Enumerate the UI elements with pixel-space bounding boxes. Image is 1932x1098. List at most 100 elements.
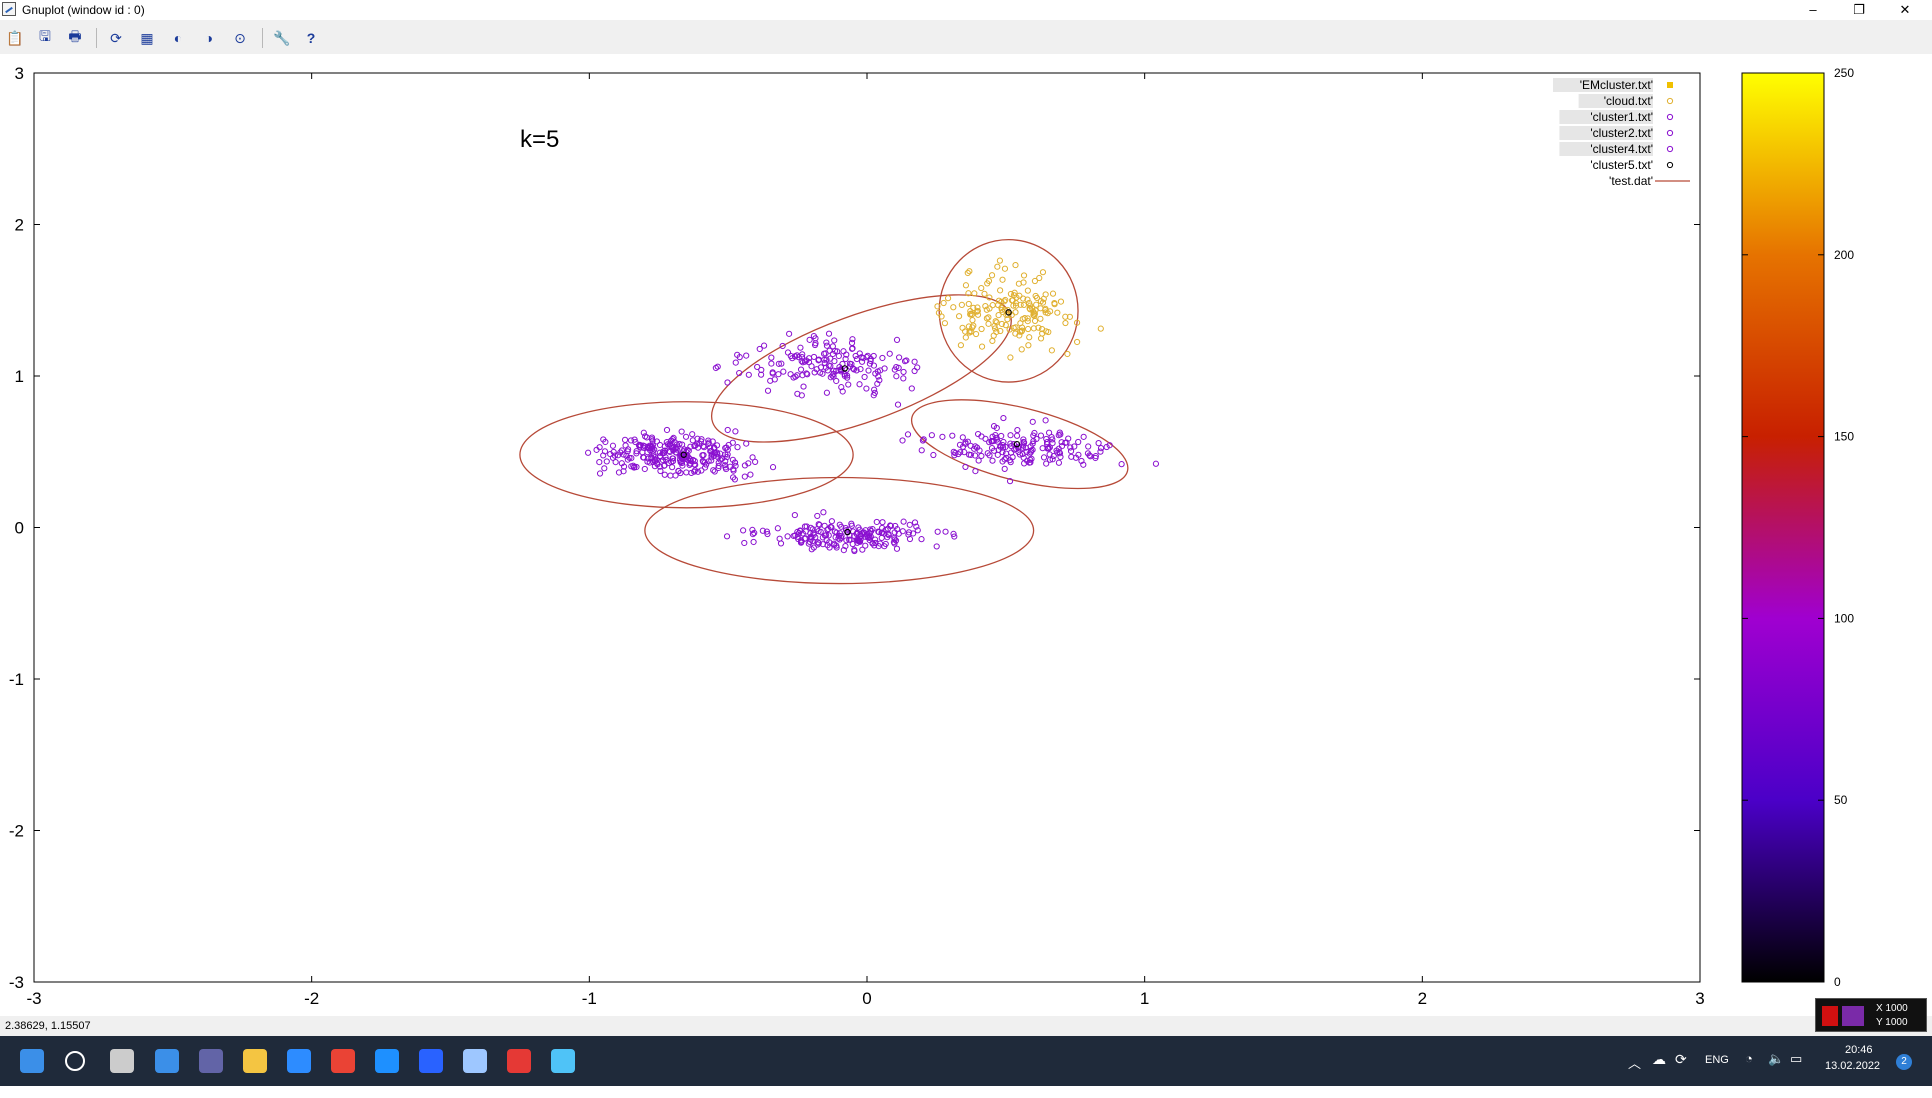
- data-point-series-3: [1056, 429, 1063, 436]
- file-explorer-icon[interactable]: [243, 1049, 267, 1073]
- search-icon[interactable]: [65, 1051, 85, 1071]
- data-point-series-4: [819, 534, 826, 541]
- battery-icon[interactable]: ▭: [1790, 1051, 1803, 1066]
- data-point-series-0: [986, 294, 993, 301]
- data-point-series-0: [989, 302, 996, 309]
- minimize-button[interactable]: –: [1809, 2, 1817, 17]
- data-point-series-1: [657, 467, 664, 475]
- data-point-series-4: [784, 533, 791, 540]
- data-point-series-2: [824, 367, 831, 374]
- overlay-widget[interactable]: X 1000 Y 1000: [1815, 998, 1927, 1032]
- data-point-series-0: [965, 323, 972, 330]
- sync-icon[interactable]: ⟳: [1675, 1051, 1687, 1067]
- data-point-series-1: [715, 454, 722, 461]
- data-point-series-3: [918, 447, 925, 454]
- data-point-series-2: [911, 358, 918, 365]
- widgets-icon[interactable]: [155, 1049, 179, 1073]
- start-icon[interactable]: [20, 1049, 44, 1073]
- data-point-series-4: [826, 544, 833, 551]
- data-point-series-4: [794, 533, 801, 540]
- data-point-series-4: [893, 545, 901, 552]
- data-point-series-2: [732, 359, 739, 366]
- data-point-series-0: [1035, 324, 1042, 331]
- gnuplot-icon[interactable]: [463, 1049, 487, 1073]
- print-button[interactable]: 🖶: [65, 28, 85, 48]
- calendar-icon[interactable]: [419, 1049, 443, 1073]
- data-point-series-1: [689, 456, 697, 464]
- help-button[interactable]: ?: [301, 28, 321, 48]
- data-point-series-3: [952, 449, 959, 457]
- data-point-series-2: [811, 341, 819, 349]
- data-point-series-0: [1030, 325, 1037, 332]
- chrome-icon[interactable]: [331, 1049, 355, 1073]
- data-point-series-3: [1065, 435, 1072, 442]
- data-point-series-2: [823, 342, 831, 349]
- volume-icon[interactable]: 🔈: [1768, 1051, 1785, 1066]
- zoom-icon[interactable]: [287, 1049, 311, 1073]
- data-point-series-4: [749, 526, 756, 533]
- zoom-next-button[interactable]: ◑: [199, 28, 219, 48]
- zoom-previous-button[interactable]: ◐: [168, 28, 188, 48]
- notepad-icon[interactable]: [551, 1049, 575, 1073]
- data-point-series-4: [797, 539, 805, 546]
- gnuplot-app-icon: [2, 2, 16, 16]
- maximize-button[interactable]: ❐: [1853, 2, 1865, 17]
- copy-clipboard-button[interactable]: 📋: [5, 28, 25, 48]
- data-point-series-1: [708, 454, 715, 461]
- data-point-series-3: [920, 436, 927, 443]
- data-point-series-1: [731, 459, 739, 466]
- language-indicator[interactable]: ENG: [1705, 1054, 1729, 1066]
- task-view-icon[interactable]: [110, 1049, 134, 1073]
- onedrive-icon[interactable]: ☁: [1652, 1051, 1666, 1067]
- tray-chevron-icon[interactable]: ︿: [1628, 1056, 1642, 1071]
- data-point-series-0: [968, 311, 976, 318]
- phone-icon[interactable]: [375, 1049, 399, 1073]
- data-point-series-1: [673, 449, 680, 456]
- export-button[interactable]: 🖫: [35, 28, 55, 48]
- data-point-series-0: [1024, 287, 1031, 294]
- data-point-series-3: [956, 441, 964, 448]
- data-point-series-0: [944, 295, 952, 302]
- clock-time[interactable]: 20:46: [1845, 1044, 1873, 1056]
- data-point-series-1: [708, 457, 715, 464]
- data-point-series-0: [1024, 325, 1032, 333]
- y-tick-label: 1: [15, 367, 24, 386]
- data-point-series-3: [967, 451, 974, 459]
- data-point-series-3: [971, 452, 979, 459]
- data-point-series-4: [873, 518, 880, 526]
- paint-icon[interactable]: [507, 1049, 531, 1073]
- data-point-series-3: [1020, 454, 1027, 461]
- wifi-icon[interactable]: ◔: [1745, 1051, 1753, 1066]
- data-point-series-2: [771, 376, 778, 383]
- teams-icon[interactable]: [199, 1049, 223, 1073]
- data-point-series-2: [743, 352, 750, 359]
- data-point-series-0: [1006, 326, 1013, 333]
- data-point-series-4: [801, 523, 809, 530]
- close-button[interactable]: ✕: [1899, 2, 1911, 17]
- data-point-series-4: [855, 524, 862, 531]
- data-point-series-0: [991, 322, 998, 330]
- data-point-series-1: [710, 467, 717, 474]
- axis-ticks: -3 -2 -1 0 1 2 3 -3 -2 -1 0 1 2 3: [9, 64, 1705, 1008]
- data-point-series-3: [989, 457, 996, 464]
- replot-button[interactable]: ⟳: [106, 28, 126, 48]
- data-point-series-0: [957, 342, 964, 349]
- data-point-series-1: [732, 428, 739, 435]
- data-point-series-3: [899, 437, 906, 444]
- data-point-series-1: [652, 454, 659, 461]
- data-point-series-3: [989, 433, 996, 440]
- autoscale-button[interactable]: ⊙: [230, 28, 250, 48]
- data-point-series-1: [729, 474, 737, 481]
- data-point-series-1: [698, 436, 705, 443]
- data-point-series-1: [698, 467, 705, 474]
- clock-date[interactable]: 13.02.2022: [1825, 1060, 1881, 1072]
- data-point-series-3: [990, 447, 998, 454]
- notification-badge[interactable]: 2: [1896, 1054, 1912, 1070]
- options-button[interactable]: 🔧: [272, 28, 292, 48]
- grid-button[interactable]: ▦: [137, 28, 157, 48]
- plot-canvas[interactable]: -3 -2 -1 0 1 2 3 -3 -2 -1 0 1 2 3 k=5 'EMcluster.txt'…: [0, 56, 1932, 1016]
- data-point-series-1: [701, 464, 709, 471]
- data-point-series-2: [825, 330, 833, 337]
- data-point-series-1: [722, 458, 729, 465]
- data-point-series-3: [919, 437, 926, 444]
